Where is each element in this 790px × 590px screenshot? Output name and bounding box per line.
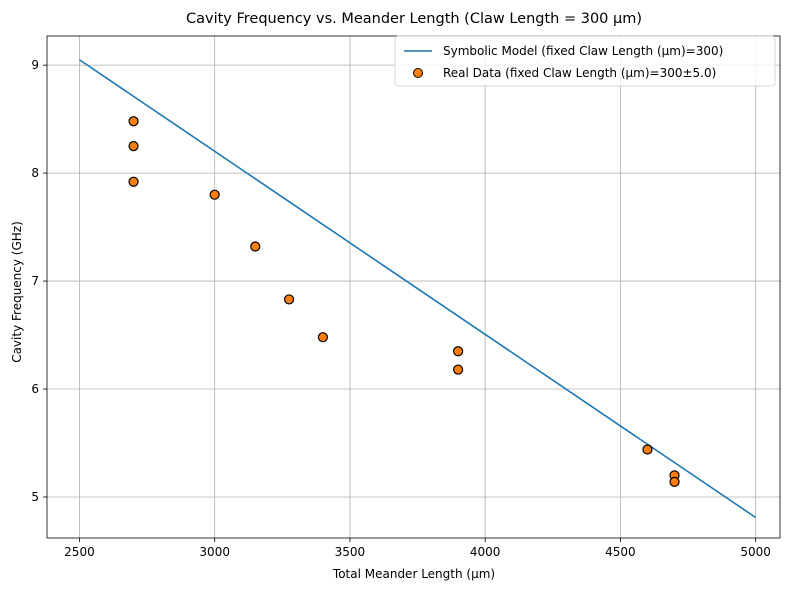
data-points-layer — [128, 116, 680, 487]
y-tick-label: 9 — [31, 58, 39, 72]
x-tick-label: 4000 — [470, 545, 501, 559]
data-point — [250, 241, 261, 252]
data-point — [642, 444, 653, 455]
x-axis-ticks: 2500 3000 3500 4000 4500 5000 — [64, 538, 771, 559]
y-tick-label: 6 — [31, 382, 39, 396]
data-point — [317, 332, 328, 343]
legend-label-model: Symbolic Model (fixed Claw Length (µm)=3… — [443, 44, 723, 58]
legend: Symbolic Model (fixed Claw Length (µm)=3… — [394, 35, 776, 87]
data-point — [128, 176, 139, 187]
chart-title: Cavity Frequency vs. Meander Length (Cla… — [186, 11, 642, 27]
y-axis-label: Cavity Frequency (GHz) — [10, 221, 24, 363]
data-point — [128, 141, 139, 152]
legend-label-real-data: Real Data (fixed Claw Length (µm)=300±5.… — [443, 66, 716, 80]
x-tick-label: 5000 — [740, 545, 771, 559]
data-point — [128, 116, 139, 127]
y-tick-label: 5 — [31, 490, 39, 504]
data-point — [453, 346, 464, 357]
x-tick-label: 2500 — [64, 545, 95, 559]
x-axis-label: Total Meander Length (µm) — [332, 567, 495, 581]
data-point — [453, 364, 464, 375]
grid-lines — [47, 36, 780, 538]
legend-marker-swatch — [413, 68, 423, 78]
y-axis-ticks: 5 6 7 8 9 — [31, 58, 47, 504]
x-tick-label: 4500 — [605, 545, 636, 559]
x-tick-label: 3500 — [335, 545, 366, 559]
model-line-layer — [79, 59, 757, 519]
y-tick-label: 8 — [31, 166, 39, 180]
model-line — [79, 59, 757, 519]
data-point — [283, 294, 295, 305]
y-tick-label: 7 — [31, 274, 39, 288]
legend-box — [394, 35, 776, 87]
x-tick-label: 3000 — [199, 545, 230, 559]
data-point — [209, 189, 220, 200]
data-point — [669, 476, 680, 487]
